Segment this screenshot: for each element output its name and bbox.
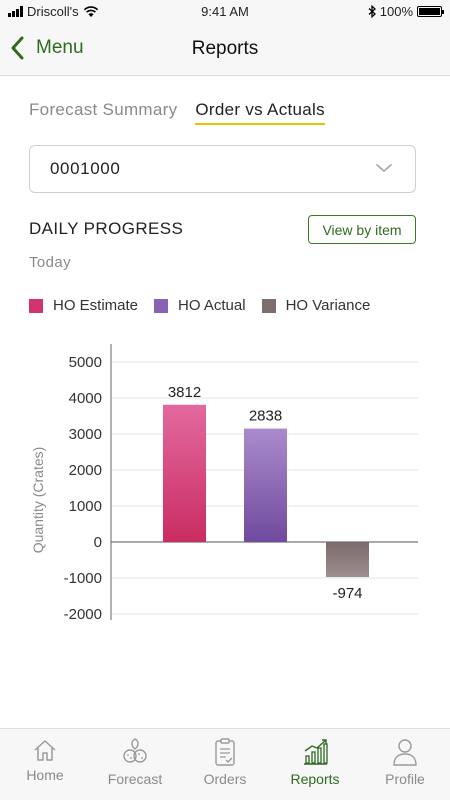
y-tick-label: -2000 [64, 606, 102, 623]
person-icon [393, 739, 417, 766]
tabbar-label-forecast: Forecast [107, 771, 163, 787]
y-tick-label: 2000 [69, 462, 102, 479]
bar-ho-variance [326, 542, 369, 578]
tabbar-label-profile: Profile [385, 771, 425, 787]
chart-legend: HO Estimate HO Actual HO Variance [29, 297, 370, 314]
tab-order-vs-actuals[interactable]: Order vs Actuals [195, 100, 325, 125]
legend-item-estimate: HO Estimate [29, 297, 138, 314]
y-axis-title: Quantity (Crates) [30, 447, 46, 554]
signal-icon [8, 6, 23, 17]
status-time: 9:41 AM [201, 4, 249, 19]
legend-label-actual: HO Actual [178, 297, 246, 314]
section-title: DAILY PROGRESS [29, 219, 184, 238]
y-tick-label: 1000 [69, 498, 102, 515]
legend-swatch-variance [261, 298, 276, 313]
back-label: Menu [36, 37, 84, 58]
home-icon [34, 740, 56, 761]
tabbar-item-profile[interactable]: Profile [360, 729, 450, 800]
bar-value-label: 2838 [249, 408, 282, 425]
wifi-icon [83, 5, 98, 17]
y-tick-label: 5000 [69, 354, 102, 371]
legend-label-variance: HO Variance [285, 297, 371, 314]
bar-ho-estimate [163, 404, 206, 542]
status-right: 100% [368, 4, 444, 19]
tabbar-label-orders: Orders [203, 771, 247, 787]
chart-svg: 5000 4000 3000 2000 1000 0 -1000 -2000 Quantity … [30, 344, 418, 623]
tabbar-item-orders[interactable]: Orders [180, 729, 270, 800]
item-select[interactable]: 0001000 [29, 145, 416, 193]
bottom-tab-bar: Home Forecast Orders Reports [0, 728, 450, 800]
legend-label-estimate: HO Estimate [53, 297, 139, 314]
legend-item-actual: HO Actual [154, 297, 246, 314]
tabbar-item-home[interactable]: Home [0, 729, 90, 800]
bar-ho-actual [244, 428, 287, 542]
battery-icon [417, 6, 444, 17]
status-bar: Driscoll's 9:41 AM 100% [0, 0, 450, 24]
y-tick-label: 0 [94, 534, 102, 551]
tabbar-label-home: Home [26, 767, 64, 783]
tabbar-item-forecast[interactable]: Forecast [90, 729, 180, 800]
view-by-item-button[interactable]: View by item [308, 215, 416, 244]
nav-bar: Menu Reports [0, 24, 450, 76]
legend-swatch-estimate [29, 298, 43, 313]
report-tabs: Forecast Summary Order vs Actuals [29, 100, 325, 125]
carrier-label: Driscoll's [27, 4, 79, 19]
status-left: Driscoll's [8, 4, 99, 19]
bar-value-label: 3812 [168, 384, 201, 401]
tabbar-label-reports: Reports [290, 771, 340, 787]
back-button[interactable]: Menu [10, 36, 84, 60]
chevron-left-icon [11, 36, 24, 60]
bluetooth-icon [368, 5, 376, 18]
tabbar-item-reports[interactable]: Reports [270, 729, 360, 800]
tab-forecast-summary[interactable]: Forecast Summary [29, 100, 178, 119]
y-tick-label: -1000 [64, 570, 102, 587]
berries-icon [123, 738, 147, 763]
y-tick-label: 4000 [69, 390, 102, 407]
battery-label: 100% [379, 4, 413, 19]
item-select-value: 0001000 [50, 159, 121, 178]
chevron-down-icon [376, 164, 392, 173]
section-subtitle: Today [29, 254, 72, 271]
daily-progress-chart: 5000 4000 3000 2000 1000 0 -1000 -2000 Quantity … [0, 340, 450, 640]
bar-chart-icon [304, 739, 328, 765]
bar-value-label: -974 [332, 585, 362, 602]
clipboard-icon [215, 738, 235, 766]
y-tick-label: 3000 [69, 426, 102, 443]
legend-item-variance: HO Variance [261, 297, 371, 314]
legend-swatch-actual [154, 298, 169, 313]
